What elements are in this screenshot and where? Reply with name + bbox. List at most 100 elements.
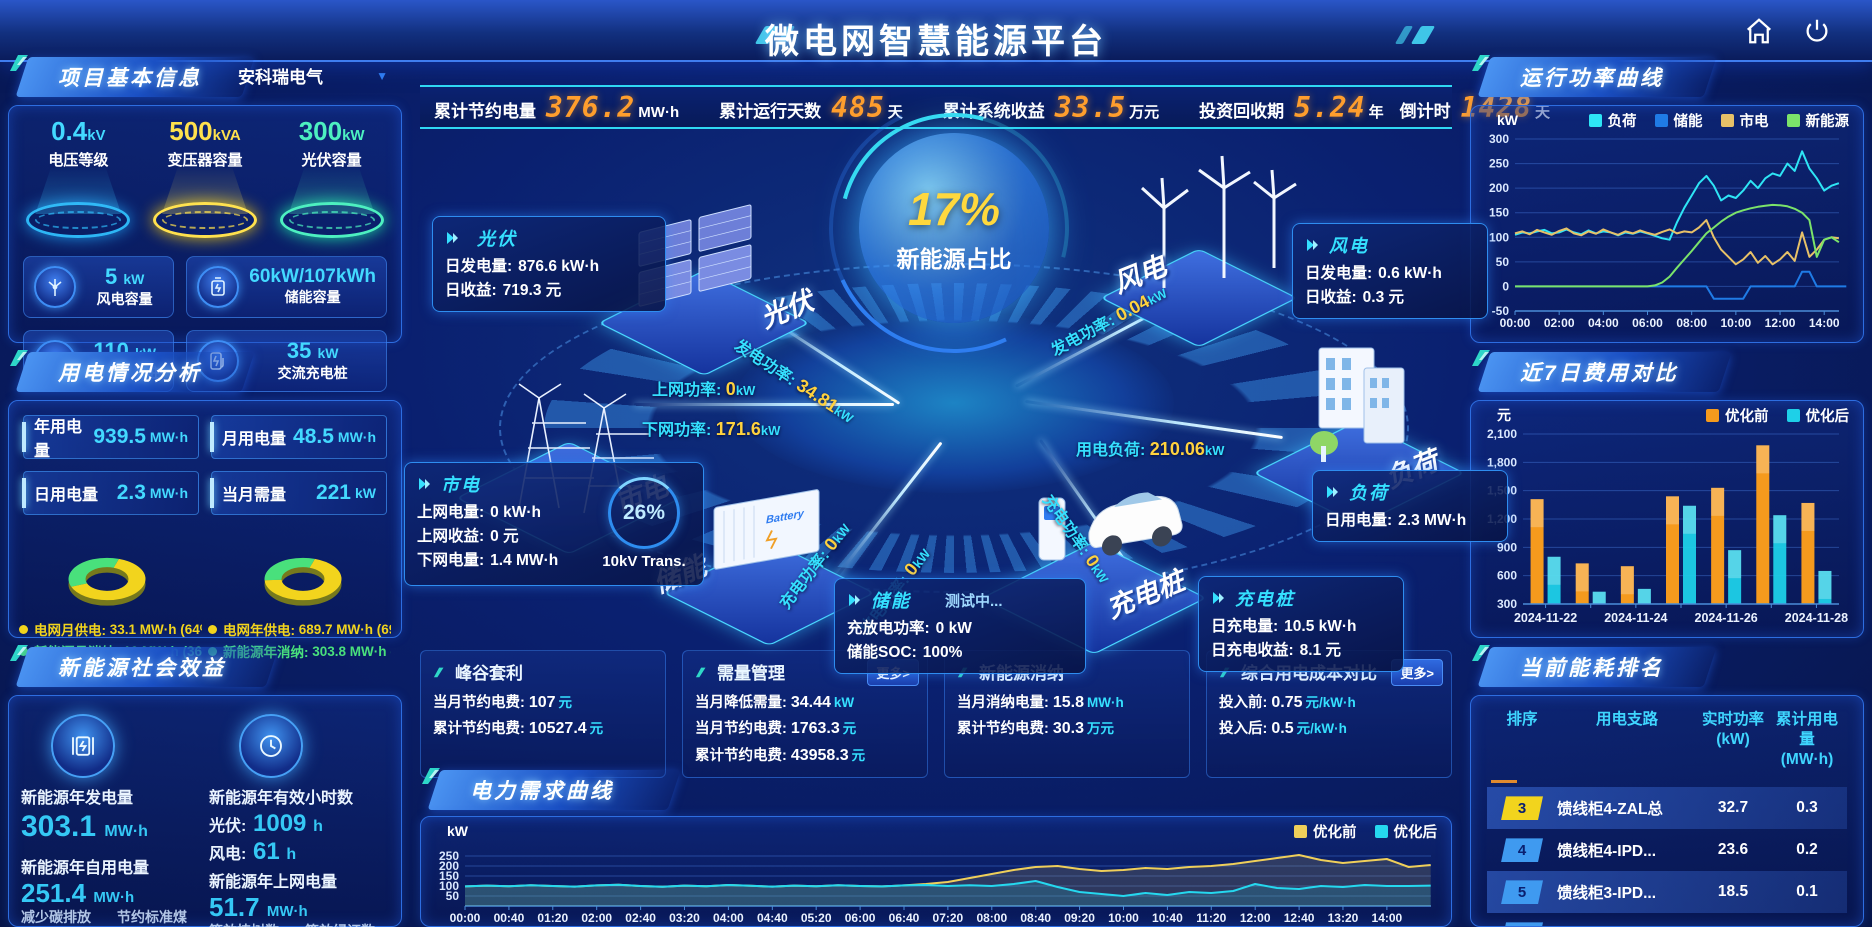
panel-corner-icon	[1472, 55, 1490, 71]
panel-corner-icon	[1472, 645, 1490, 661]
page-title: 微电网智慧能源平台	[765, 23, 1107, 61]
card-icon	[433, 667, 444, 677]
rank-badge: 6	[1501, 922, 1543, 926]
load-node[interactable]: 负荷	[1252, 308, 1466, 527]
card-icon	[695, 667, 706, 677]
svg-text:50: 50	[1496, 255, 1510, 269]
day-usage-stat: 日用电量 2.3 MW·h	[22, 471, 199, 515]
svg-text:00:00: 00:00	[450, 911, 481, 925]
panel-title: 项目基本信息	[58, 67, 202, 90]
legend-grid-year: 电网年供电: 689.7 MW·h (69%)	[208, 619, 391, 639]
table-row[interactable]: 4 馈线柜4-IPD... 23.6 0.2	[1487, 829, 1847, 871]
storage-capacity-card: 60kW/107kWh 储能容量	[186, 256, 387, 318]
svg-text:05:20: 05:20	[801, 911, 832, 925]
cost-legend: 优化前 优化后	[1692, 401, 1863, 426]
svg-text:00:40: 00:40	[494, 911, 525, 925]
svg-text:300: 300	[1497, 597, 1517, 611]
wind-tooltip: 风电 日发电量: 0.6 kW·h 日收益: 0.3 元	[1292, 223, 1488, 320]
svg-text:250: 250	[439, 849, 459, 863]
microgrid-scene: 17% 新能源占比 光伏 风电 市电	[404, 58, 1508, 675]
svg-text:10:40: 10:40	[1152, 911, 1183, 925]
cost-bar-chart: 3006009001,2001,5001,8002,1002024-11-222…	[1487, 427, 1848, 625]
top-header-bar: 微电网智慧能源平台	[0, 0, 1872, 62]
run-y-unit: kW	[1497, 111, 1518, 128]
cost-compare-panel: 近7日费用对比 元 优化前 优化后 3006009001,2001,5001,8…	[1470, 350, 1864, 638]
panel-corner-icon	[422, 768, 440, 784]
charger-node[interactable]: 充电桩	[980, 458, 1208, 655]
svg-text:04:00: 04:00	[713, 911, 744, 925]
panel-corner-icon	[1472, 350, 1490, 366]
panel-title: 电力需求曲线	[470, 780, 614, 803]
svg-text:2024-11-24: 2024-11-24	[1604, 611, 1667, 625]
demand-legend: 优化前 优化后	[1280, 817, 1451, 842]
header-decor-right	[1394, 26, 1436, 44]
cost-more-button[interactable]: 更多>	[1391, 659, 1443, 686]
ranking-header: 排序 用电支路 实时功率 (kW) 累计用电量 (MW·h)	[1506, 711, 1838, 769]
svg-text:08:00: 08:00	[1676, 316, 1707, 330]
svg-text:04:00: 04:00	[1588, 316, 1619, 330]
svg-text:11:20: 11:20	[1196, 911, 1226, 925]
home-icon[interactable]	[1744, 16, 1774, 46]
svg-text:14:00: 14:00	[1809, 316, 1840, 330]
pv-capacity-stat: 300kW 光伏容量	[273, 116, 391, 244]
svg-text:1,800: 1,800	[1487, 455, 1517, 469]
svg-text:04:40: 04:40	[757, 911, 788, 925]
table-row[interactable]: 6 馈线柜6-IPD22.70.1	[1487, 913, 1847, 926]
arrow-icon	[1307, 239, 1318, 251]
table-row[interactable]: 5 馈线柜3-IPD... 18.5 0.1	[1487, 871, 1847, 914]
svg-text:100: 100	[439, 879, 459, 893]
svg-text:150: 150	[1489, 206, 1509, 220]
svg-text:250: 250	[1489, 157, 1509, 171]
svg-text:0: 0	[1502, 279, 1509, 293]
month-supply-donut	[68, 557, 146, 606]
wind-node[interactable]: 风电	[1100, 118, 1304, 348]
arrow-icon	[1327, 486, 1338, 498]
company-dropdown[interactable]: 安科瑞电气 ▼	[238, 63, 388, 88]
svg-text:07:20: 07:20	[933, 911, 964, 925]
table-row[interactable]: 3 馈线柜4-ZAL总 32.7 0.3	[1487, 787, 1847, 830]
panel-corner-icon	[10, 645, 28, 661]
year-supply-donut	[264, 557, 342, 606]
project-info-panel: 项目基本信息 安科瑞电气 ▼ 0.4kV 电压等级 500kVA 变压器容量 3…	[8, 55, 402, 392]
grid-down-power-flow: 下网功率: 171.6kW	[642, 419, 781, 439]
panel-title: 新能源社会效益	[58, 657, 226, 680]
arrow-icon	[419, 478, 430, 490]
svg-text:06:00: 06:00	[1632, 316, 1663, 330]
svg-text:14:00: 14:00	[1372, 911, 1403, 925]
kpi-revenue: 累计系统收益 33.5 万元	[942, 90, 1160, 124]
svg-text:08:00: 08:00	[976, 911, 1007, 925]
svg-text:08:40: 08:40	[1020, 911, 1051, 925]
renewable-generation-block: 新能源年发电量 303.1 MW·h 新能源年自用电量 251.4 MW·h 减…	[21, 712, 201, 927]
svg-text:100: 100	[1489, 230, 1509, 244]
grid-beam	[634, 403, 894, 406]
panel-title: 用电情况分析	[58, 362, 202, 385]
svg-text:00:00: 00:00	[1500, 316, 1531, 330]
ranking-panel: 当前能耗排名 排序 用电支路 实时功率 (kW) 累计用电量 (MW·h) 3 馈线…	[1470, 645, 1864, 927]
arrow-icon	[1213, 592, 1224, 604]
svg-text:06:40: 06:40	[889, 911, 920, 925]
run-legend: 负荷 储能 市电 新能源	[1575, 106, 1864, 131]
svg-text:50: 50	[446, 889, 460, 903]
svg-text:02:00: 02:00	[581, 911, 612, 925]
run-power-panel: 运行功率曲线 kW 负荷 储能 市电 新能源 -50 0 50 100 150 200 25…	[1470, 55, 1864, 343]
kpi-bar: 累计节约电量 376.2 MW·h 累计运行天数 485 天 累计系统收益 33.5 万元 …	[420, 85, 1550, 129]
rank-badge: 4	[1501, 838, 1543, 863]
panel-title: 近7日费用对比	[1520, 362, 1679, 385]
voltage-level-stat: 0.4kV 电压等级	[19, 116, 137, 244]
grid-up-power-flow: 上网功率: 0kW	[652, 379, 756, 399]
svg-text:2024-11-28: 2024-11-28	[1785, 611, 1848, 625]
panel-corner-icon	[10, 350, 28, 366]
svg-text:02:00: 02:00	[1544, 316, 1575, 330]
demand-y-unit: kW	[447, 822, 468, 839]
kpi-run-days: 累计运行天数 485 天	[719, 90, 903, 124]
power-icon[interactable]	[1802, 16, 1832, 46]
grid-tooltip: 市电 上网电量: 0 kW·h 上网收益: 0 元 下网电量: 1.4 MW·h 26…	[404, 462, 704, 586]
svg-text:10:00: 10:00	[1108, 911, 1139, 925]
renewable-share-value: 17%	[907, 183, 1001, 235]
svg-text:200: 200	[1489, 181, 1509, 195]
transformer-capacity-stat: 500kVA 变压器容量	[146, 116, 264, 244]
storage-node[interactable]: Battery 储能	[649, 458, 876, 647]
